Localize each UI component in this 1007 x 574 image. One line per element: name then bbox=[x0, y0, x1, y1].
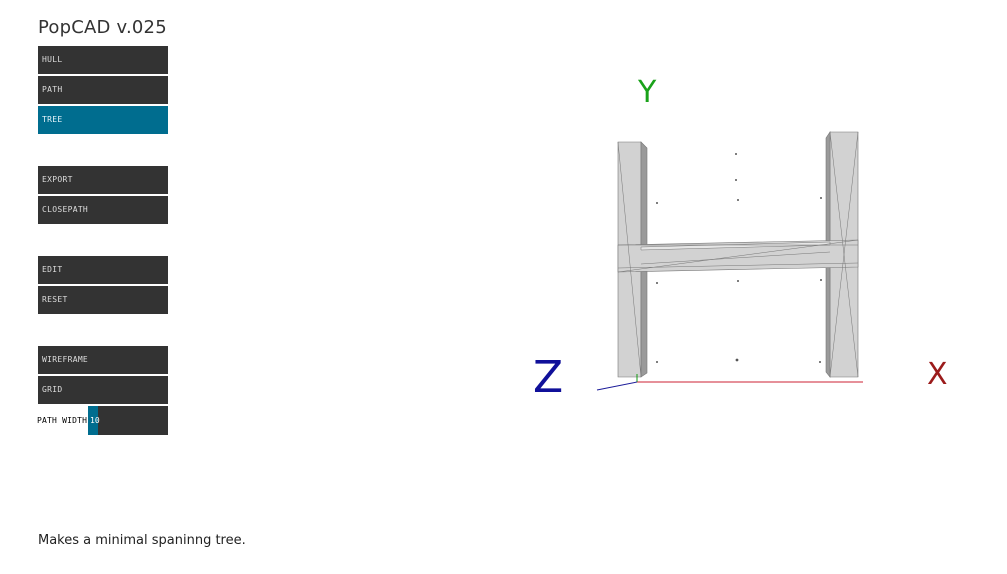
tree-button[interactable]: TREE bbox=[38, 106, 168, 134]
vertex-point bbox=[737, 199, 739, 201]
vertex-point bbox=[735, 358, 739, 362]
viewport-canvas[interactable]: Y Z X bbox=[500, 60, 1000, 420]
hull-button[interactable]: HULL bbox=[38, 46, 168, 74]
3d-viewport[interactable]: Y Z X bbox=[500, 60, 1000, 420]
vertex-point bbox=[656, 202, 658, 204]
vertex-point bbox=[737, 280, 739, 282]
vertex-point bbox=[820, 279, 822, 281]
status-message: Makes a minimal spaninng tree. bbox=[38, 533, 246, 548]
reset-button[interactable]: RESET bbox=[38, 286, 168, 314]
grid-button[interactable]: GRID bbox=[38, 376, 168, 404]
vertex-point bbox=[735, 153, 737, 155]
z-axis-line bbox=[596, 381, 638, 391]
wireframe-button[interactable]: WIREFRAME bbox=[38, 346, 168, 374]
path-width-slider-fill bbox=[88, 406, 98, 435]
h-shaped-mesh[interactable] bbox=[617, 131, 859, 378]
path-width-value: 10 bbox=[90, 416, 100, 425]
app-title: PopCAD v.025 bbox=[38, 17, 167, 38]
y-axis-label: Y bbox=[637, 75, 657, 110]
vertex-point bbox=[819, 361, 821, 363]
x-axis-label: X bbox=[927, 357, 948, 392]
path-width-slider[interactable]: 10 bbox=[88, 406, 168, 435]
closepath-button[interactable]: CLOSEPATH bbox=[38, 196, 168, 224]
mesh-edge-line bbox=[617, 141, 642, 378]
vertex-point bbox=[820, 197, 822, 199]
vertex-point bbox=[656, 361, 658, 363]
mesh-edge-line bbox=[617, 262, 859, 269]
mesh-edge-line bbox=[829, 131, 859, 378]
vertex-point bbox=[735, 179, 737, 181]
mesh-edge-line bbox=[617, 239, 859, 273]
path-button[interactable]: PATH bbox=[38, 76, 168, 104]
path-width-label: PATH WIDTH bbox=[37, 416, 88, 425]
z-axis-label: Z bbox=[533, 352, 563, 403]
edit-button[interactable]: EDIT bbox=[38, 256, 168, 284]
mesh-edge-line bbox=[640, 251, 831, 265]
vertex-point bbox=[656, 282, 658, 284]
export-button[interactable]: EXPORT bbox=[38, 166, 168, 194]
